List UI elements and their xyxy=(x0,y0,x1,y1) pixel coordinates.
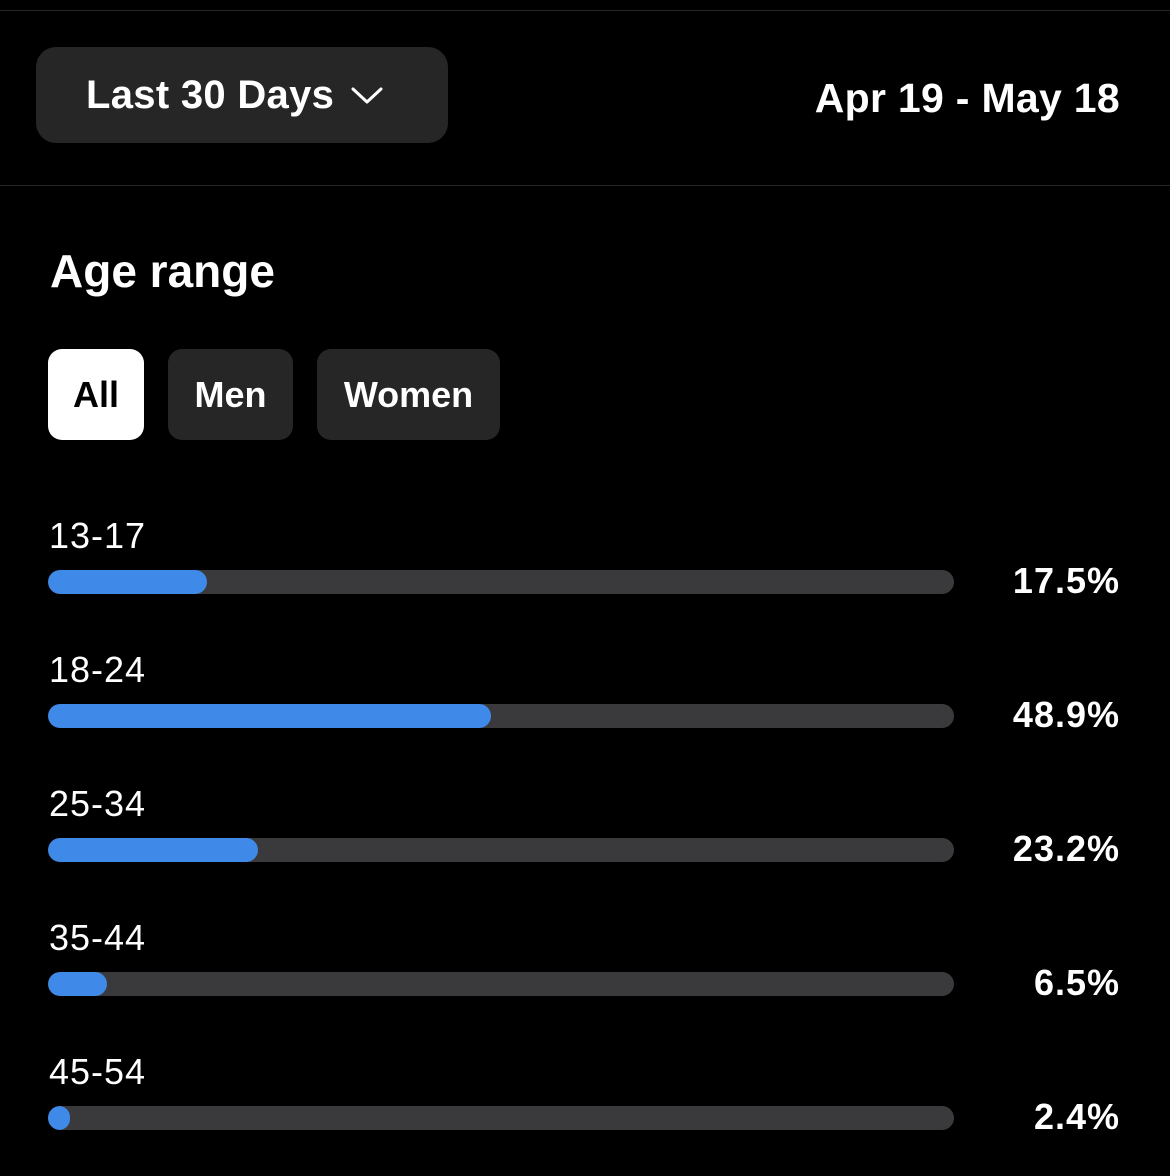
bar-track xyxy=(48,704,954,728)
percent-label: 23.2% xyxy=(1012,828,1120,869)
percent-label: 17.5% xyxy=(1012,560,1120,601)
bar-track xyxy=(48,1106,954,1130)
gender-tabs: All Men Women xyxy=(48,349,500,440)
tab-men[interactable]: Men xyxy=(168,349,293,440)
header: Last 30 Days Apr 19 - May 18 xyxy=(0,11,1170,185)
percent-label: 6.5% xyxy=(1033,962,1120,1003)
header-divider xyxy=(0,185,1170,186)
age-row: 25-34 23.2% xyxy=(0,778,1170,908)
age-label: 45-54 xyxy=(49,1051,147,1092)
age-row: 18-24 48.9% xyxy=(0,644,1170,774)
percent-label: 2.4% xyxy=(1033,1096,1120,1137)
age-label: 13-17 xyxy=(49,515,147,556)
bar-fill xyxy=(48,1106,70,1130)
section-title: Age range xyxy=(50,245,275,297)
date-range-dropdown[interactable]: Last 30 Days xyxy=(36,47,448,143)
date-range-text: Apr 19 - May 18 xyxy=(814,75,1120,121)
bar-fill xyxy=(48,570,207,594)
bar-fill xyxy=(48,972,107,996)
bar-fill xyxy=(48,704,492,728)
tab-all[interactable]: All xyxy=(48,349,144,440)
bar-track xyxy=(48,972,954,996)
percent-label: 48.9% xyxy=(1012,694,1120,735)
top-divider xyxy=(0,10,1170,11)
age-row: 13-17 17.5% xyxy=(0,510,1170,640)
age-label: 35-44 xyxy=(49,917,147,958)
bar-track xyxy=(48,570,954,594)
age-row: 45-54 2.4% xyxy=(0,1046,1170,1176)
chevron-down-icon xyxy=(351,87,383,104)
date-range-dropdown-label: Last 30 Days xyxy=(86,72,335,117)
bar-fill xyxy=(48,838,259,862)
age-label: 18-24 xyxy=(49,649,147,690)
bar-track xyxy=(48,838,954,862)
age-label: 25-34 xyxy=(49,783,147,824)
tab-women[interactable]: Women xyxy=(317,349,500,440)
age-row: 35-44 6.5% xyxy=(0,912,1170,1042)
